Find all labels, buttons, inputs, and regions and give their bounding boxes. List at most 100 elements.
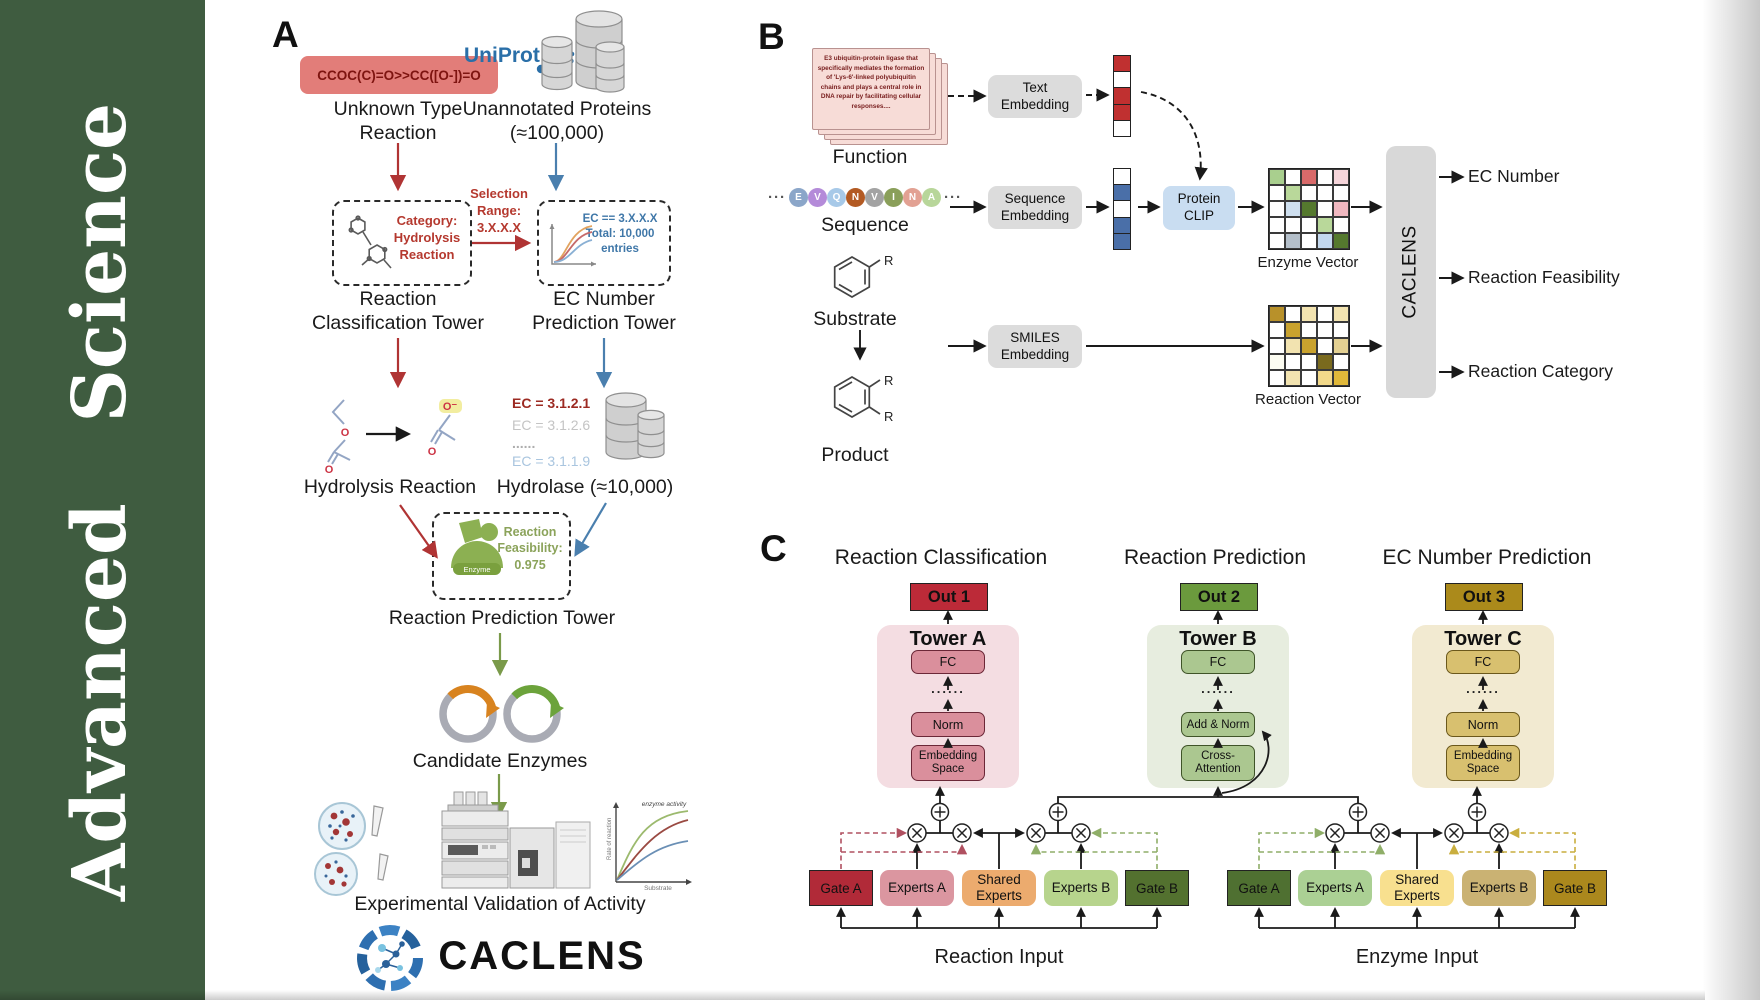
matrix-cell <box>1269 233 1285 249</box>
plasmid-icons <box>439 684 564 743</box>
matrix-cell <box>1301 354 1317 370</box>
reaction-gate-b: Gate B <box>1125 870 1189 906</box>
matrix-cell <box>1333 354 1349 370</box>
output-reaction-feasibility: Reaction Feasibility <box>1468 267 1620 287</box>
matrix-cell <box>1301 322 1317 338</box>
amino-acid-circle: I <box>884 188 903 207</box>
matrix-cell <box>1269 338 1285 354</box>
enzyme-gate-a: Gate A <box>1227 870 1291 906</box>
ec-list-item: EC = 3.1.2.6 <box>512 417 591 433</box>
caclens-model-label: CACLENS <box>1400 225 1421 319</box>
vector-cell <box>1114 71 1130 88</box>
tower-b-dots: ...... <box>1201 681 1235 696</box>
matrix-cell <box>1333 169 1349 185</box>
matrix-cell <box>1317 322 1333 338</box>
classification-note: Category: Hydrolysis Reaction <box>393 213 461 262</box>
svg-text:Rate of reaction: Rate of reaction <box>607 818 613 860</box>
vector-cell <box>1114 232 1130 249</box>
page-edge-shadow <box>1702 0 1760 1000</box>
matrix-cell <box>1317 201 1333 217</box>
substrate-label: Substrate <box>813 308 897 330</box>
matrix-cell <box>1317 370 1333 386</box>
matrix-cell <box>1285 185 1301 201</box>
matrix-cell <box>1269 217 1285 233</box>
out2-box: Out 2 <box>1180 583 1258 611</box>
sequence-label: Sequence <box>821 214 909 236</box>
svg-text:R: R <box>884 253 893 268</box>
matrix-cell <box>1285 370 1301 386</box>
reaction-input-label: Reaction Input <box>934 946 1064 968</box>
smiles-embedding-box: SMILES Embedding <box>988 325 1082 368</box>
ellipsis-right: ··· <box>944 189 962 206</box>
matrix-cell <box>1317 338 1333 354</box>
tower-c: Tower C FC ...... Norm Embedding Space <box>1412 625 1554 788</box>
amino-acid-circle: Q <box>827 188 846 207</box>
panel-b-arrows <box>853 88 1465 379</box>
hydrolase-label: Hydrolase (≈10,000) <box>496 476 674 498</box>
hydrolysis-reaction-label: Hydrolysis Reaction <box>303 476 477 498</box>
ec-list-item: EC = 3.1.2.1 <box>512 395 591 411</box>
matrix-cell <box>1269 169 1285 185</box>
svg-text:enzyme activity: enzyme activity <box>642 801 687 808</box>
tower-a-embedding-space: Embedding Space <box>911 745 985 781</box>
amino-acid-circle: V <box>865 188 884 207</box>
tower-a: Tower A FC ...... Norm Embedding Space <box>877 625 1019 788</box>
panel-a-label: A <box>272 14 299 55</box>
enzyme-vector-label: Enzyme Vector <box>1257 254 1359 271</box>
page-bottom-shadow <box>0 990 1705 1000</box>
matrix-cell <box>1317 217 1333 233</box>
svg-text:O: O <box>325 464 334 476</box>
hydrolysis-molecules-icon: O O O⁻ O <box>325 399 462 476</box>
tower-c-title: Tower C <box>1444 628 1522 650</box>
tower-b-cross-attention: Cross-Attention <box>1181 745 1255 781</box>
vector-cell <box>1114 56 1130 72</box>
tower-a-dots: ...... <box>931 681 965 696</box>
matrix-cell <box>1333 201 1349 217</box>
matrix-cell <box>1285 169 1301 185</box>
matrix-cell <box>1333 217 1349 233</box>
matrix-cell <box>1301 201 1317 217</box>
out3-box: Out 3 <box>1445 583 1523 611</box>
tower-a-title: Tower A <box>909 628 987 650</box>
function-card: E3 ubiquitin-protein ligase that specifi… <box>812 48 930 130</box>
caclens-logo-icon <box>357 925 423 991</box>
tower-c-embedding-space: Embedding Space <box>1446 745 1520 781</box>
candidate-enzymes-label: Candidate Enzymes <box>412 750 588 772</box>
protein-clip-box: Protein CLIP <box>1163 186 1235 230</box>
matrix-cell <box>1333 233 1349 249</box>
enzyme-experts-a: Experts A <box>1298 870 1372 906</box>
function-label: Function <box>832 146 908 168</box>
title-reaction-classification: Reaction Classification <box>834 546 1048 569</box>
function-card-text: E3 ubiquitin-protein ligase that specifi… <box>817 55 925 111</box>
matrix-cell <box>1317 233 1333 249</box>
reaction-vector-matrix <box>1268 305 1350 387</box>
vector-cell <box>1114 119 1130 136</box>
amino-acid-circle: N <box>903 188 922 207</box>
selection-range-note: Selection Range: 3.X.X.X <box>470 186 528 235</box>
gate-wiring <box>840 827 1576 869</box>
reaction-classification-tower-label: Reaction Classification Tower <box>312 288 484 334</box>
tower-c-fc: FC <box>1446 650 1520 674</box>
output-ec-number: EC Number <box>1468 166 1560 186</box>
amino-acid-circle: V <box>808 188 827 207</box>
journal-title: Advanced Science <box>57 102 143 902</box>
svg-text:O: O <box>341 427 350 439</box>
matrix-cell <box>1269 306 1285 322</box>
sequence-embedding-box: Sequence Embedding <box>988 186 1082 229</box>
reaction-experts-b: Experts B <box>1044 870 1118 906</box>
matrix-cell <box>1301 185 1317 201</box>
tower-b: Tower B FC ...... Add & Norm Cross-Atten… <box>1147 625 1289 788</box>
matrix-cell <box>1285 217 1301 233</box>
matrix-cell <box>1301 306 1317 322</box>
reaction-gate-a: Gate A <box>809 870 873 906</box>
hplc-instrument-icon <box>441 791 591 889</box>
enzyme-input-label: Enzyme Input <box>1355 946 1479 968</box>
database-icon <box>541 10 625 93</box>
benzene-product-icon: R R <box>833 373 893 424</box>
vector-cell <box>1114 200 1130 217</box>
matrix-cell <box>1333 338 1349 354</box>
tower-b-title: Tower B <box>1179 628 1257 650</box>
